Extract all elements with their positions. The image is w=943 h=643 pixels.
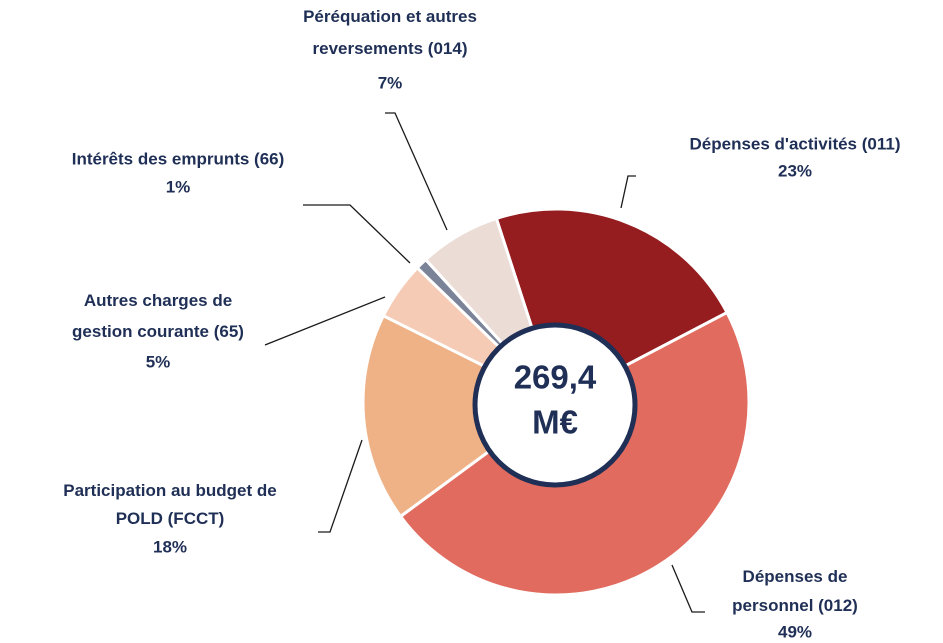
slice-label: Péréquation et autres reversements (014)	[303, 7, 477, 58]
leader-line	[318, 439, 363, 533]
leader-line	[264, 296, 386, 346]
donut-slice	[361, 313, 559, 519]
slice-label: Dépenses de personnel (012)	[732, 567, 858, 615]
slice-label: Participation au budget de POLD (FCCT)	[63, 481, 276, 528]
slice-label: Dépenses d'activités (011)	[690, 134, 901, 153]
value-label: 49%	[778, 622, 812, 641]
slice-label: Intérêts des emprunts (66)	[72, 149, 285, 168]
slice-label: Autres charges de gestion courante (65)	[72, 291, 244, 341]
leader-line	[671, 564, 705, 613]
center-circle	[472, 322, 638, 488]
center-label: M€	[532, 404, 578, 441]
value-label: 1%	[166, 177, 191, 196]
value-label: 7%	[378, 73, 403, 92]
leader-line	[620, 175, 636, 209]
center-label: 269,4	[514, 359, 597, 396]
leader-line	[385, 112, 448, 231]
value-label: 23%	[778, 161, 812, 180]
leader-line	[303, 204, 411, 264]
value-label: 18%	[153, 537, 187, 556]
value-label: 5%	[146, 352, 171, 371]
